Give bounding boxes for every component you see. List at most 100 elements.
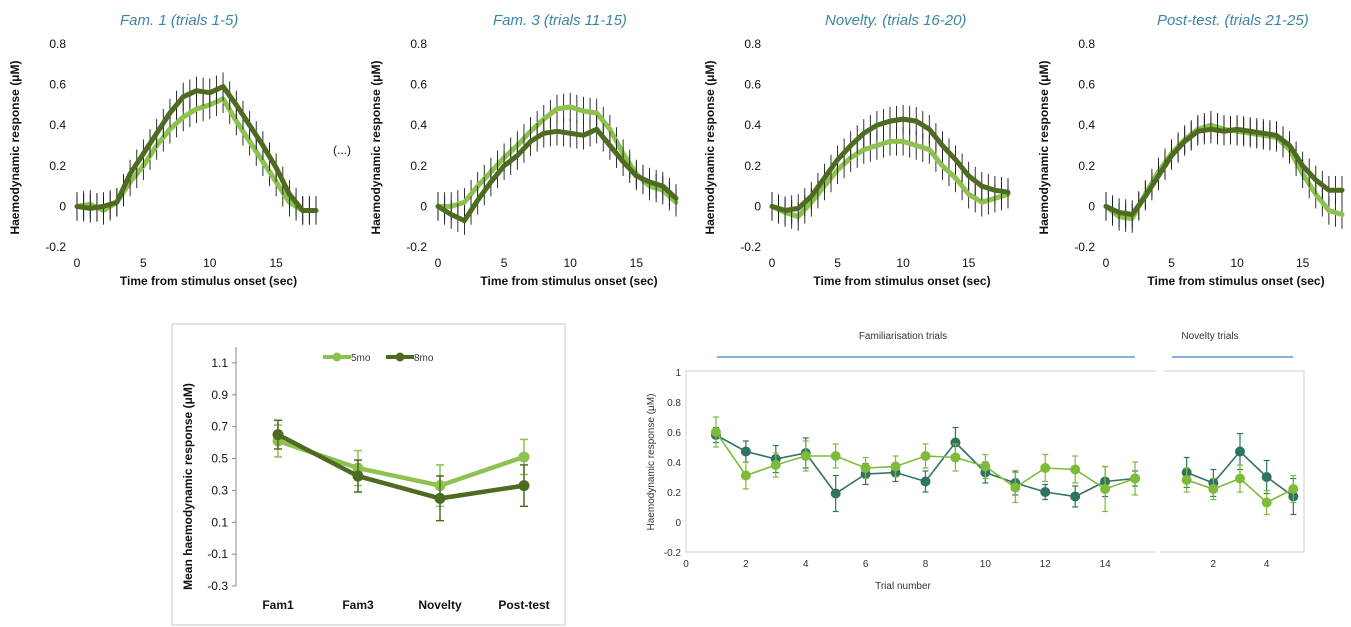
y-tick-label: 0.1 (211, 515, 228, 529)
trial-group-label: Familiarisation trials (859, 331, 947, 342)
y-tick-label: 0.4 (410, 118, 427, 132)
y-tick-label: 0.8 (410, 37, 427, 51)
data-point (800, 451, 811, 461)
y-tick-label: 0.6 (667, 428, 681, 439)
y-tick-label: -0.1 (207, 547, 228, 561)
data-point (1261, 497, 1272, 508)
x-tick-label: 2 (1211, 559, 1217, 570)
y-tick-label: 0.2 (1078, 159, 1095, 173)
x-category-label: Novelty (418, 598, 462, 612)
y-tick-label: 0.9 (211, 388, 228, 402)
y-tick-label: 0.2 (667, 488, 681, 499)
series-line-8mo (276, 432, 525, 501)
legend-label: 5mo (351, 353, 371, 364)
x-tick-label: 5 (1168, 256, 1175, 270)
trial-group-label: Novelty trials (1181, 331, 1238, 342)
y-tick-label: 0.8 (744, 37, 761, 51)
y-tick-label: 0 (754, 199, 761, 213)
panel-title-1: Fam. 1 (trials 1-5) (120, 12, 238, 29)
data-point (1040, 463, 1051, 473)
x-tick-label: 10 (1230, 256, 1244, 270)
y-axis-label: Haemodynamic response (μM) (1037, 60, 1051, 234)
x-axis-label: Trial number (875, 581, 931, 592)
x-category-label: Fam3 (342, 598, 374, 612)
y-axis-label: Mean haemodynamic response (μM) (181, 383, 195, 590)
y-tick-label: 0.4 (49, 118, 66, 132)
panel-title-3: Novelty. (trials 16-20) (825, 12, 966, 29)
series-line-dark (435, 126, 679, 224)
y-tick-label: 0.4 (744, 118, 761, 132)
x-tick-label: 10 (980, 559, 992, 570)
y-tick-label: 0.2 (410, 159, 427, 173)
data-point (920, 451, 931, 461)
y-tick-label: 0.5 (211, 452, 228, 466)
x-tick-label: 6 (863, 559, 869, 570)
y-tick-label: 0.8 (49, 37, 66, 51)
y-tick-label: 0.2 (49, 159, 66, 173)
y-tick-label: 1 (675, 368, 681, 379)
legend-swatch-marker (395, 352, 405, 362)
data-point (770, 460, 781, 470)
legend-swatch-marker (332, 352, 342, 362)
data-point (1010, 482, 1021, 493)
data-point (860, 463, 871, 473)
x-axis-label: Time from stimulus onset (sec) (120, 274, 297, 288)
data-point-8mo (518, 480, 530, 492)
x-tick-label: 5 (501, 256, 508, 270)
y-tick-label: 0 (1088, 199, 1095, 213)
x-tick-label: 4 (1264, 559, 1270, 570)
y-tick-label: -0.2 (740, 240, 761, 254)
x-tick-label: 0 (1103, 256, 1110, 270)
data-point (1130, 473, 1141, 484)
legend-label: 8mo (414, 353, 434, 364)
x-tick-label: 0 (435, 256, 442, 270)
x-tick-label: 0 (74, 256, 81, 270)
panel-title-4: Post-test. (trials 21-25) (1157, 12, 1309, 29)
y-tick-label: -0.2 (406, 240, 427, 254)
chart-layer: Fam. 1 (trials 1-5)-0.200.20.40.60.80 5 10… (8, 12, 1345, 612)
panel-title-2: Fam. 3 (trials 11-15) (493, 12, 627, 29)
y-tick-label: -0.2 (45, 240, 66, 254)
x-tick-label: 10 (203, 256, 217, 270)
y-tick-label: 0.3 (211, 483, 228, 497)
x-tick-label: 8 (923, 559, 929, 570)
data-point (740, 470, 751, 481)
data-point (1235, 473, 1245, 484)
data-point (950, 437, 961, 448)
bottom-left-panel-border (171, 323, 566, 626)
y-tick-label: 1.1 (211, 356, 228, 370)
data-point-8mo (434, 492, 446, 504)
segment-gap (1156, 366, 1164, 556)
y-tick-label: -0.2 (664, 548, 682, 559)
y-tick-label: 0 (420, 199, 427, 213)
x-tick-label: 5 (834, 256, 841, 270)
y-tick-label: -0.2 (1074, 240, 1095, 254)
data-point (1288, 484, 1299, 494)
ellipsis-text: (...) (333, 143, 351, 157)
x-axis-label: Time from stimulus onset (sec) (1147, 274, 1324, 288)
y-axis-label: Haemodynamic response (μM) (646, 394, 657, 531)
y-tick-label: 0 (675, 518, 681, 529)
y-axis-label: Haemodynamic response (μM) (703, 60, 717, 234)
x-category-label: Fam1 (262, 598, 294, 612)
series-line-5mo (277, 438, 525, 488)
x-tick-label: 2 (743, 559, 749, 570)
x-tick-label: 12 (1040, 559, 1052, 570)
x-tick-label: 0 (769, 256, 776, 270)
data-point (1208, 484, 1219, 494)
data-point (980, 461, 991, 472)
y-axis-label: Haemodynamic response (μM) (8, 60, 22, 234)
y-tick-label: 0.6 (1078, 78, 1095, 92)
data-point (1100, 484, 1111, 494)
data-point-8mo (352, 470, 364, 482)
data-point (890, 461, 901, 472)
series-line-dark (74, 84, 319, 213)
x-tick-label: 10 (896, 256, 910, 270)
x-axis-label: Time from stimulus onset (sec) (813, 274, 990, 288)
y-tick-label: 0.4 (667, 458, 681, 469)
data-point (1070, 464, 1081, 475)
y-tick-label: -0.3 (207, 579, 228, 593)
y-tick-label: 0.8 (667, 398, 681, 409)
data-point (830, 488, 841, 499)
